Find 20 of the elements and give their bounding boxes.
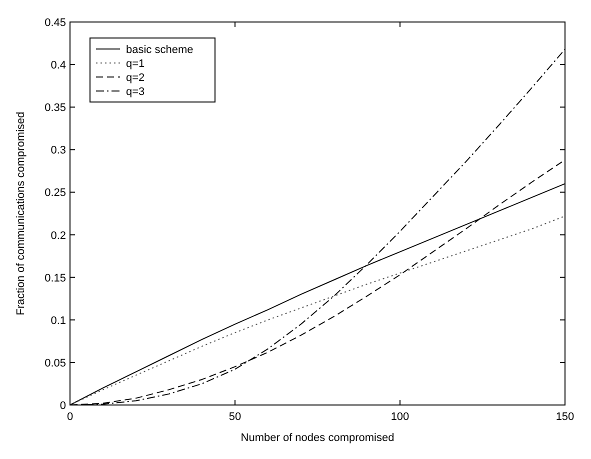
y-tick-label: 0.15 — [44, 272, 66, 284]
y-tick-label: 0 — [60, 400, 66, 412]
y-axis-title: Fraction of communications compromised — [15, 112, 27, 316]
legend-label: q=2 — [126, 72, 145, 84]
x-tick-label: 100 — [390, 411, 410, 423]
y-tick-label: 0.45 — [44, 17, 66, 29]
y-tick-label: 0.25 — [44, 187, 66, 200]
x-axis-title: Number of nodes compromised — [240, 432, 394, 444]
legend-label: q=1 — [126, 58, 145, 70]
y-tick-label: 0.4 — [50, 60, 66, 72]
y-tick-label: 0.2 — [50, 230, 66, 242]
y-tick-label: 0.1 — [50, 314, 66, 327]
x-tick-label: 150 — [556, 411, 574, 423]
y-tick-label: 0.05 — [44, 357, 66, 370]
y-tick-label: 0.3 — [50, 144, 66, 157]
legend-label: q=3 — [126, 86, 145, 98]
legend-label: basic scheme — [126, 44, 194, 56]
y-tick-label: 0.35 — [44, 102, 66, 114]
x-tick-label: 0 — [66, 411, 74, 423]
x-tick-label: 50 — [228, 411, 242, 423]
